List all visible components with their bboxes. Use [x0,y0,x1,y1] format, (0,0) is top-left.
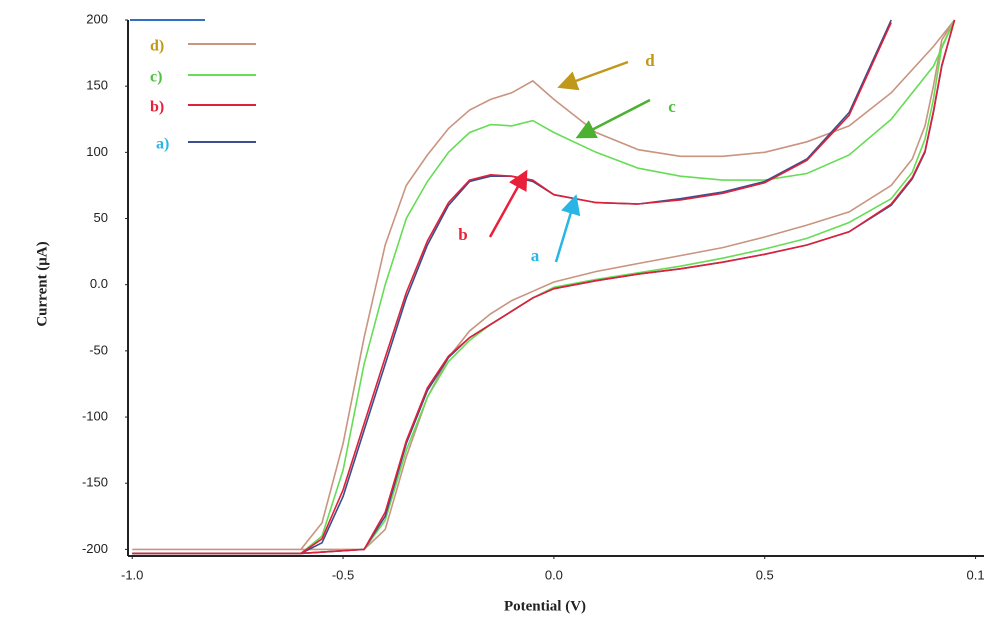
legend-label: a) [156,136,169,153]
x-tick-label: 0.1 [967,567,985,582]
y-axis-title: Current (μA) [34,241,50,326]
arrow [575,98,651,139]
x-axis-title: Potential (V) [504,598,586,614]
annotation: c [668,97,676,116]
legend-label: c) [150,69,162,86]
series-line [132,19,956,555]
annotation: a [531,246,540,265]
y-tick-label: 200 [86,11,108,26]
y-tick-label: -200 [82,541,108,556]
y-tick-label: 0.0 [90,276,108,291]
arrow [554,194,581,263]
y-tick-label: -100 [82,408,108,423]
y-tick-label: 100 [86,144,108,159]
x-tick-label: -0.5 [332,567,354,582]
series-line [132,19,956,551]
arrow [557,60,629,91]
y-tick-label: -50 [89,342,108,357]
legend-label: d) [150,38,164,55]
arrow [488,169,528,238]
annotation: b [458,225,467,244]
plot-area [132,19,956,555]
y-tick-label: 150 [86,78,108,93]
annotation: d [645,51,655,70]
x-tick-label: 0.0 [545,567,563,582]
legend-label: b) [150,99,164,116]
y-tick-label: 50 [94,210,108,225]
x-tick-label: -1.0 [121,567,143,582]
y-tick-label: -150 [82,475,108,490]
x-tick-label: 0.5 [756,567,774,582]
